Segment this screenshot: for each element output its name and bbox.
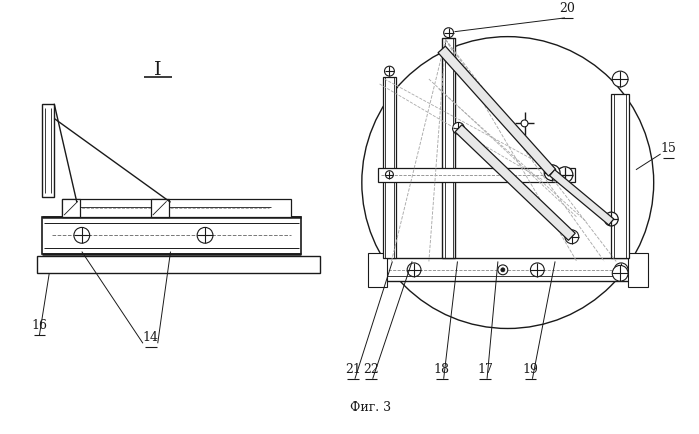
Text: 22: 22 (363, 362, 379, 375)
Bar (628, 253, 648, 287)
Circle shape (444, 29, 454, 39)
Text: 20: 20 (559, 2, 575, 15)
Text: Фиг. 3: Фиг. 3 (350, 400, 391, 413)
Bar (368, 253, 387, 287)
Circle shape (557, 168, 573, 183)
Circle shape (612, 266, 628, 282)
Text: 15: 15 (661, 141, 677, 155)
Circle shape (605, 213, 618, 227)
Text: 19: 19 (522, 362, 538, 375)
Polygon shape (438, 47, 556, 177)
Text: 18: 18 (433, 362, 449, 375)
Text: 17: 17 (477, 362, 493, 375)
Circle shape (614, 263, 628, 277)
Bar (151, 200, 168, 217)
Text: 21: 21 (345, 362, 361, 375)
Bar (43, 217, 301, 254)
Polygon shape (455, 125, 575, 241)
Bar (382, 78, 396, 259)
Circle shape (74, 228, 89, 243)
Bar (370, 259, 646, 282)
Circle shape (452, 123, 464, 135)
Bar (62, 200, 80, 217)
Bar (38, 256, 320, 274)
Polygon shape (549, 170, 614, 226)
Circle shape (384, 67, 394, 77)
Bar (442, 39, 456, 259)
Text: 14: 14 (143, 331, 159, 343)
Bar (62, 200, 291, 217)
Circle shape (612, 72, 628, 88)
Circle shape (498, 265, 507, 275)
Circle shape (385, 171, 394, 179)
Bar (43, 105, 55, 198)
Circle shape (501, 268, 505, 272)
Circle shape (408, 263, 421, 277)
Circle shape (362, 37, 654, 329)
Circle shape (521, 121, 528, 128)
Circle shape (197, 228, 213, 243)
Text: I: I (154, 61, 161, 79)
Bar (612, 95, 629, 259)
Bar (377, 168, 575, 182)
Text: 16: 16 (31, 319, 48, 332)
Circle shape (531, 263, 545, 277)
Circle shape (545, 165, 560, 181)
Circle shape (565, 230, 579, 244)
